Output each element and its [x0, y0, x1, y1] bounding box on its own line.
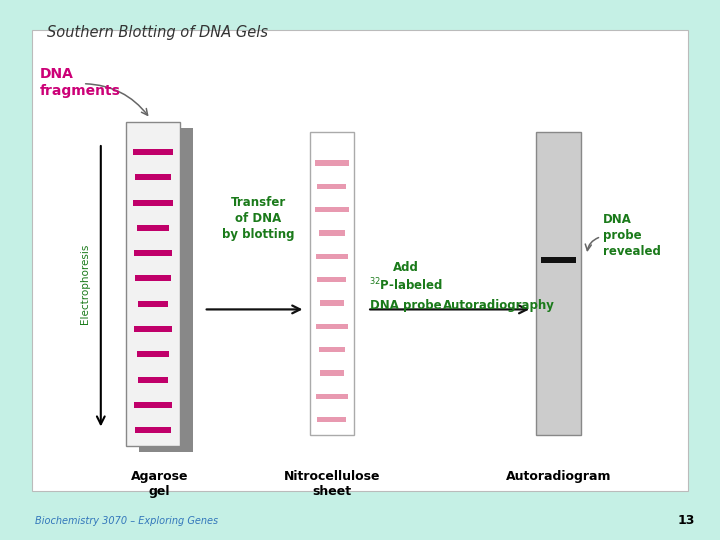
Bar [318, 277, 346, 282]
Text: Autoradiogram: Autoradiogram [506, 470, 611, 483]
Bar [135, 275, 171, 281]
Bar [138, 376, 168, 382]
FancyBboxPatch shape [32, 30, 688, 491]
Bar [137, 352, 169, 357]
Text: Transfer
of DNA
by blotting: Transfer of DNA by blotting [222, 196, 294, 241]
Bar [132, 149, 174, 155]
Bar [310, 132, 354, 435]
Text: 13: 13 [678, 514, 695, 526]
Bar [318, 184, 346, 189]
Bar [316, 394, 348, 399]
Text: Add: Add [393, 261, 418, 274]
Bar [139, 128, 193, 452]
Text: $^{32}$P-labeled: $^{32}$P-labeled [369, 276, 443, 293]
Bar [134, 250, 172, 256]
Bar [134, 402, 172, 408]
Bar [315, 207, 348, 212]
Bar [318, 417, 346, 422]
Bar [536, 132, 581, 435]
Text: Southern Blotting of DNA Gels: Southern Blotting of DNA Gels [47, 25, 268, 40]
Text: Nitrocellulose
sheet: Nitrocellulose sheet [284, 470, 380, 498]
Bar [134, 326, 172, 332]
Bar [135, 174, 171, 180]
Text: Autoradiography: Autoradiography [444, 299, 555, 312]
Bar [315, 160, 348, 166]
Bar [541, 257, 576, 263]
Bar [138, 301, 168, 307]
Text: Electrophoresis: Electrophoresis [80, 244, 90, 323]
Text: Biochemistry 3070 – Exploring Genes: Biochemistry 3070 – Exploring Genes [35, 516, 217, 526]
Bar [320, 370, 344, 376]
Bar [316, 254, 348, 259]
Bar [137, 225, 169, 231]
Text: Agarose
gel: Agarose gel [131, 470, 188, 498]
Text: DNA
probe
revealed: DNA probe revealed [603, 213, 660, 258]
Bar [318, 347, 346, 352]
Text: DNA
fragments: DNA fragments [40, 68, 120, 98]
Bar [126, 122, 180, 446]
Bar [316, 323, 348, 329]
Bar [318, 231, 346, 236]
Bar [132, 200, 174, 206]
Bar [135, 427, 171, 433]
Text: DNA probe: DNA probe [370, 299, 441, 312]
Bar [320, 300, 344, 306]
